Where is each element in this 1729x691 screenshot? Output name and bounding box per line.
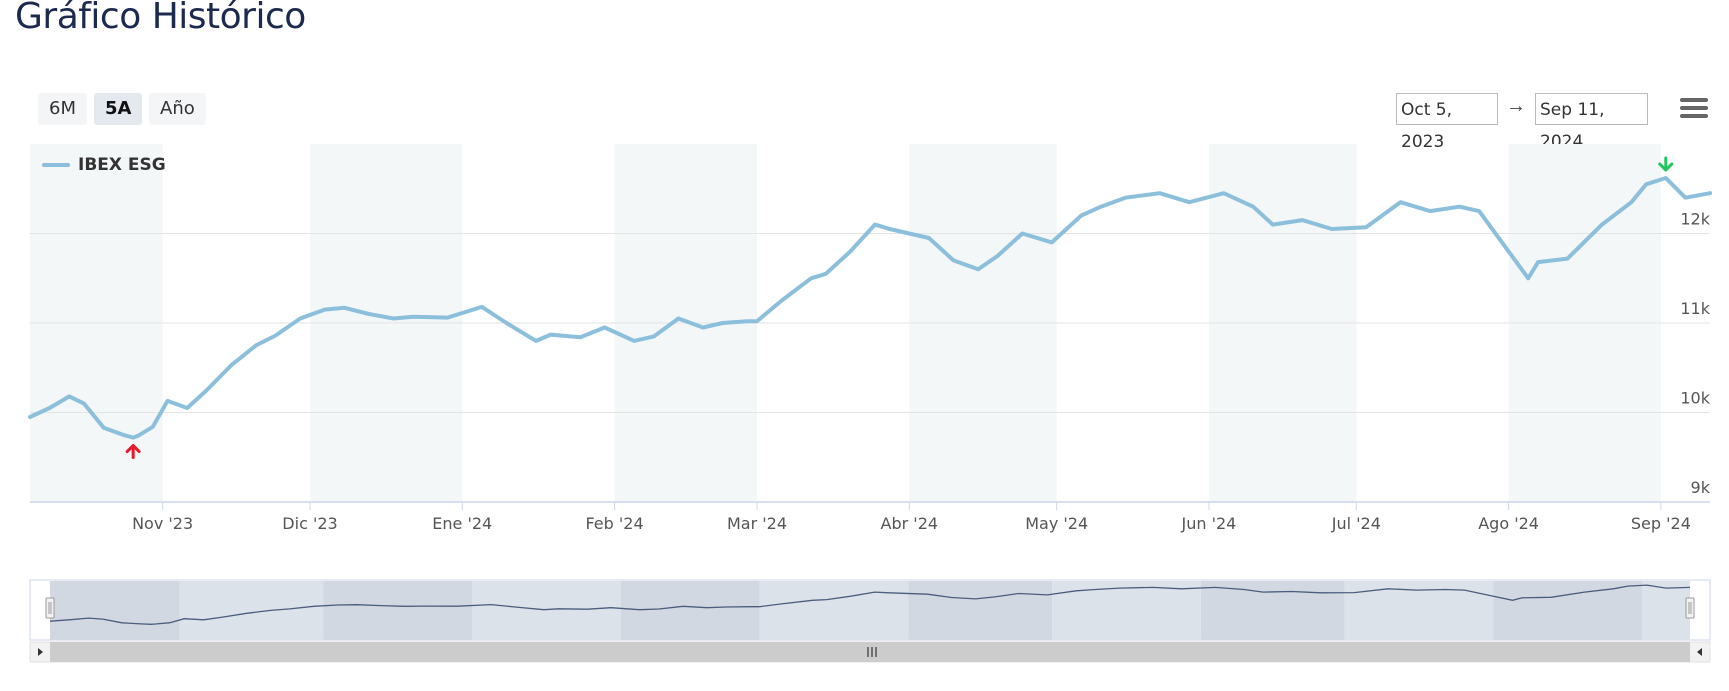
date-arrow: →: [1506, 95, 1526, 117]
legend-label: IBEX ESG: [78, 155, 166, 175]
navigator-band: [908, 581, 1053, 640]
y-tick-label: 9k: [1691, 478, 1711, 497]
range-6m-button[interactable]: 6M: [38, 93, 87, 125]
navigator-band: [1493, 581, 1643, 640]
navigator-band: [1200, 581, 1345, 640]
scrollbar-thumb[interactable]: [50, 642, 1690, 662]
x-tick-label: May '24: [1025, 514, 1088, 533]
page-title: Gráfico Histórico: [15, 0, 306, 37]
x-tick-label: Sep '24: [1631, 514, 1691, 533]
x-tick-label: Feb '24: [585, 514, 643, 533]
y-tick-label: 12k: [1680, 210, 1710, 229]
scroll-right-arrow-icon[interactable]: [1697, 648, 1702, 656]
x-tick-label: Dic '23: [282, 514, 337, 533]
navigator-handle-right[interactable]: [1685, 597, 1695, 619]
navigator-band: [471, 581, 621, 640]
navigator-series-line: [49, 584, 1691, 625]
max-marker-down-arrow-icon: [1658, 156, 1674, 172]
navigator-band: [50, 581, 180, 640]
navigator-band: [179, 581, 324, 640]
series-line-ibex-esg: [28, 176, 1712, 440]
x-tick-label: Jun '24: [1181, 514, 1237, 533]
y-tick-label: 10k: [1680, 389, 1710, 408]
hamburger-menu-icon[interactable]: [1680, 98, 1708, 122]
y-tick-label: 11k: [1680, 299, 1710, 318]
min-marker-up-arrow-icon: [125, 444, 141, 460]
x-tick-label: Ene '24: [432, 514, 492, 533]
navigator-band: [759, 581, 909, 640]
scroll-left-arrow-icon[interactable]: [38, 648, 43, 656]
legend-item-ibex-esg[interactable]: IBEX ESG: [42, 155, 166, 175]
navigator-band: [1642, 581, 1690, 640]
navigator-handle-left[interactable]: [45, 597, 55, 619]
navigator-band: [620, 581, 760, 640]
x-tick-label: Abr '24: [881, 514, 939, 533]
navigator-band: [323, 581, 472, 640]
range-5a-button[interactable]: 5A: [94, 93, 143, 125]
navigator-band: [1052, 581, 1201, 640]
legend-swatch: [42, 163, 70, 167]
x-tick-label: Nov '23: [132, 514, 193, 533]
date-from-input[interactable]: Oct 5, 2023: [1396, 93, 1498, 152]
x-tick-label: Mar '24: [727, 514, 787, 533]
range-ano-button[interactable]: Año: [149, 93, 206, 125]
x-tick-label: Ago '24: [1478, 514, 1539, 533]
x-tick-label: Jul '24: [1331, 514, 1381, 533]
